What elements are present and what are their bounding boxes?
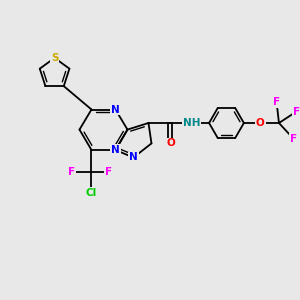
Text: F: F <box>273 97 280 107</box>
Text: O: O <box>166 138 175 148</box>
Text: F: F <box>290 134 297 144</box>
Text: O: O <box>256 118 265 128</box>
Text: F: F <box>68 167 75 177</box>
Text: N: N <box>111 145 120 155</box>
Text: NH: NH <box>183 118 200 128</box>
Text: F: F <box>105 167 112 177</box>
Text: N: N <box>111 104 120 115</box>
Text: F: F <box>293 106 300 117</box>
Text: N: N <box>129 152 138 163</box>
Text: Cl: Cl <box>86 188 97 198</box>
Text: S: S <box>51 53 58 63</box>
